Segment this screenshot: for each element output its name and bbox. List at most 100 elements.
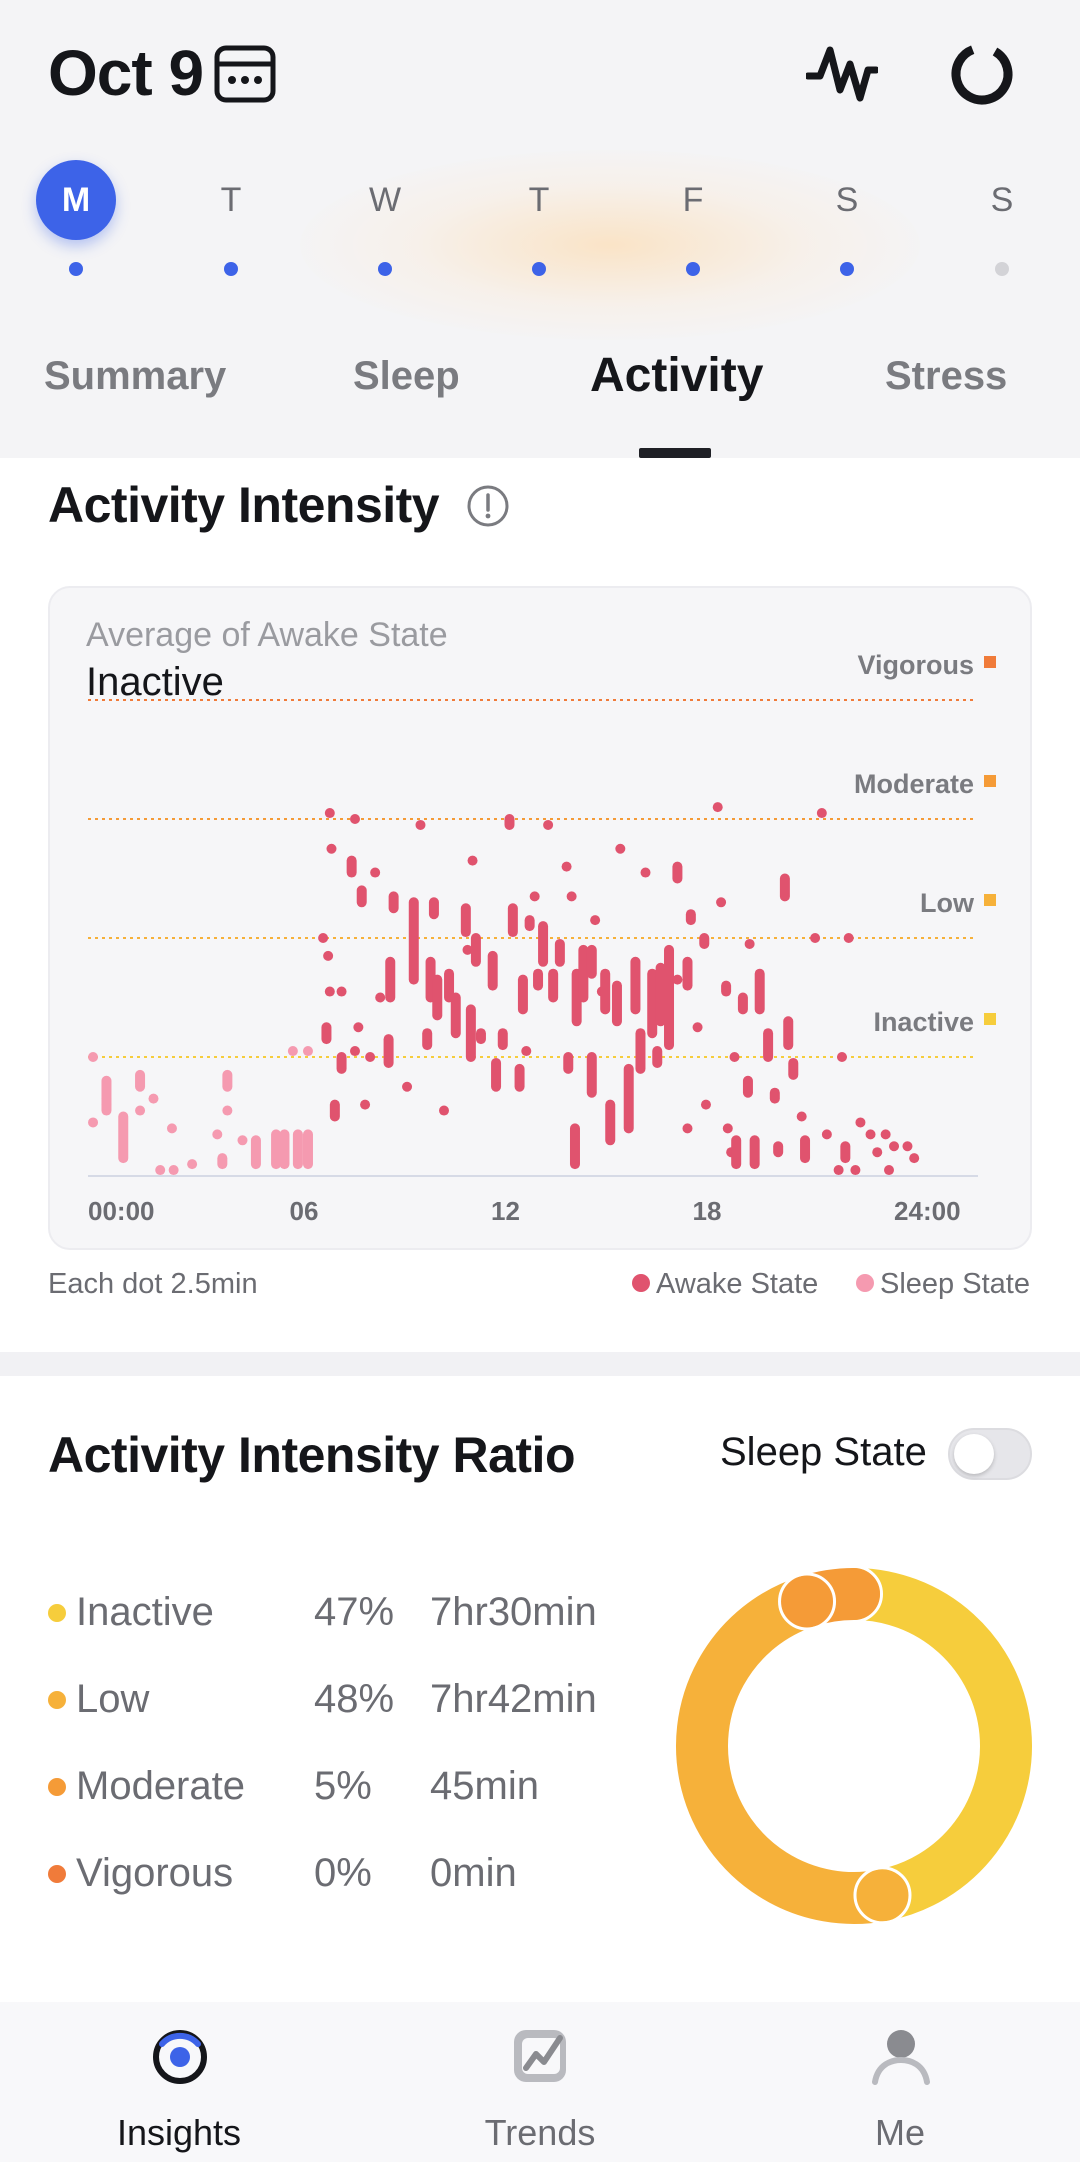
level-label-low: Low (920, 888, 975, 918)
ratio-duration: 7hr42min (430, 1677, 597, 1721)
donut-slice-low (676, 1575, 909, 1924)
day-data-dot (686, 262, 700, 276)
day-tue[interactable]: T (186, 160, 276, 280)
ratio-row-inactive: Inactive 47% 7hr30min (48, 1582, 668, 1642)
date-title[interactable]: Oct 9 (48, 37, 204, 109)
day-letter: T (220, 181, 242, 219)
ratio-percent: 47% (314, 1590, 395, 1634)
x-tick-label: 18 (693, 1196, 722, 1226)
day-sat[interactable]: S (802, 160, 892, 280)
ratio-name: Inactive (76, 1590, 214, 1634)
legend-awake: Awake State (632, 1268, 818, 1301)
tab-stress[interactable]: Stress (885, 354, 1008, 398)
ratio-name: Moderate (76, 1764, 245, 1808)
level-swatch-low (984, 894, 996, 906)
nav-label: Me (874, 2112, 925, 2153)
donut-slice-inactive (828, 1568, 1032, 1922)
ratio-row-low: Low 48% 7hr42min (48, 1669, 668, 1729)
ratio-dot (48, 1865, 66, 1883)
day-sun[interactable]: S (957, 160, 1047, 280)
level-label-moderate: Moderate (854, 769, 974, 799)
legend-awake-label: Awake State (656, 1268, 819, 1300)
nav-trends[interactable]: Trends (410, 2002, 670, 2162)
legend-sleep: Sleep State (856, 1268, 1030, 1301)
day-data-dot (224, 262, 238, 276)
ratio-dot (48, 1691, 66, 1709)
level-swatch-moderate (984, 775, 996, 787)
bottom-nav: Insights Trends Me (0, 2002, 1080, 2162)
donut-slice-moderate (781, 1568, 880, 1628)
ratio-dot (48, 1604, 66, 1622)
week-strip: M T W T F S S (0, 160, 1080, 280)
tab-summary[interactable]: Summary (44, 354, 227, 398)
sleep-state-toggle-label: Sleep State (720, 1430, 927, 1474)
intensity-chart: Inactive Low Moderate Vigorous 00:00 06 12 18 24… (88, 650, 996, 1226)
ratio-row-vigorous: Vigorous 0% 0min (48, 1843, 668, 1903)
level-swatch-vigorous (984, 656, 996, 668)
calendar-icon[interactable] (214, 42, 276, 104)
sleep-state-toggle[interactable] (948, 1428, 1032, 1480)
dot-duration-note: Each dot 2.5min (48, 1268, 258, 1300)
average-label: Average of Awake State (86, 616, 448, 654)
day-data-dot (532, 262, 546, 276)
day-letter: T (528, 181, 550, 219)
x-tick-label: 12 (491, 1196, 520, 1226)
ratio-name: Low (76, 1677, 150, 1721)
level-label-inactive: Inactive (873, 1007, 974, 1037)
header: Oct 9 M T W T F (0, 0, 1080, 458)
ratio-percent: 5% (314, 1764, 372, 1808)
legend-sleep-dot (856, 1274, 874, 1292)
day-wed[interactable]: W (340, 160, 430, 280)
tab-active-indicator (639, 448, 711, 458)
x-tick-label: 24:00 (894, 1196, 961, 1226)
day-letter: S (990, 181, 1014, 219)
intensity-chart-card: Average of Awake State Inactive Inactive… (48, 586, 1032, 1250)
ratio-name: Vigorous (76, 1851, 234, 1895)
day-thu[interactable]: T (494, 160, 584, 280)
day-data-dot (378, 262, 392, 276)
section-divider (0, 1352, 1080, 1376)
ratio-row-moderate: Moderate 5% 45min (48, 1756, 668, 1816)
info-icon[interactable] (466, 484, 510, 528)
day-data-dot (69, 262, 83, 276)
level-swatch-inactive (984, 1013, 996, 1025)
ratio-duration: 0min (430, 1851, 517, 1895)
activity-intensity-title: Activity Intensity (48, 477, 440, 533)
insights-icon (153, 2030, 207, 2084)
ratio-donut-chart (676, 1565, 1032, 1925)
header-glow (300, 150, 920, 340)
ratio-dot (48, 1778, 66, 1796)
trends-icon (514, 2030, 566, 2082)
me-icon (872, 2030, 930, 2085)
legend-sleep-label: Sleep State (880, 1268, 1030, 1300)
ratio-percent: 0% (314, 1851, 372, 1895)
day-fri[interactable]: F (648, 160, 738, 280)
tab-sleep[interactable]: Sleep (353, 354, 460, 398)
average-value: Inactive (86, 660, 224, 704)
day-data-dot (995, 262, 1009, 276)
day-mon[interactable]: M (31, 160, 121, 280)
ratio-duration: 45min (430, 1764, 539, 1808)
nav-me[interactable]: Me (770, 2002, 1030, 2162)
nav-label: Insights (116, 2112, 242, 2153)
activity-ratio-title: Activity Intensity Ratio (48, 1427, 576, 1483)
x-tick-label: 06 (290, 1196, 319, 1226)
toggle-knob (954, 1434, 994, 1474)
x-tick-label: 00:00 (88, 1196, 155, 1226)
day-letter: S (835, 181, 859, 219)
ratio-percent: 48% (314, 1677, 395, 1721)
legend-awake-dot (632, 1274, 650, 1292)
day-data-dot (840, 262, 854, 276)
donut-slice-separator (778, 1572, 837, 1631)
ratio-duration: 7hr30min (430, 1590, 597, 1634)
donut-slice-separator (853, 1866, 912, 1925)
day-letter: M (36, 160, 116, 240)
tab-activity[interactable]: Activity (590, 349, 764, 402)
nav-label: Trends (484, 2112, 596, 2153)
day-letter: W (368, 181, 402, 219)
tab-bar: Summary Sleep Activity Stress (0, 340, 1080, 458)
pulse-icon[interactable] (806, 40, 878, 108)
ring-icon[interactable] (946, 38, 1018, 110)
nav-insights[interactable]: Insights (49, 2002, 309, 2162)
day-letter: F (682, 181, 704, 219)
